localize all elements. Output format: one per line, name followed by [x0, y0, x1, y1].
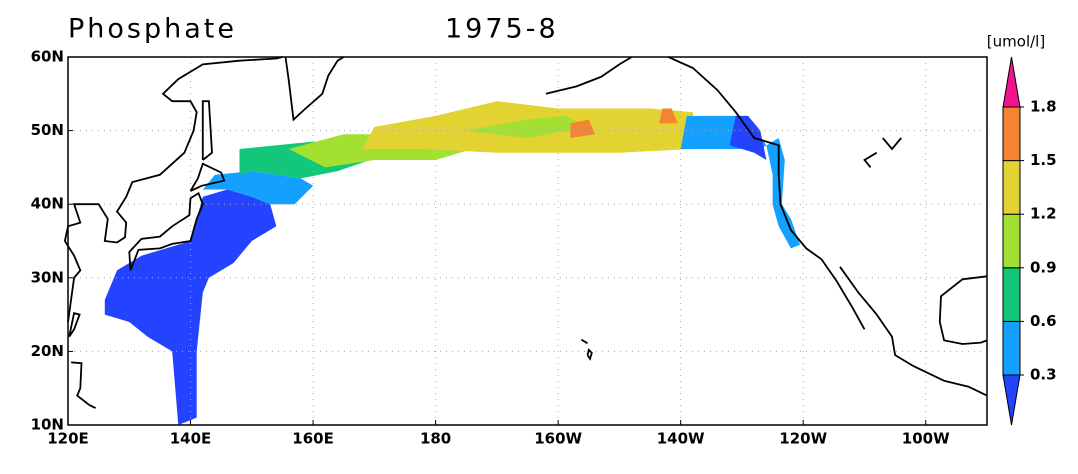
y-tick-label: 40N [31, 195, 64, 213]
x-tick-label: 120E [47, 430, 89, 448]
field-patch [104, 189, 277, 425]
plot-frame [67, 56, 988, 426]
coastline [668, 56, 866, 330]
coastline [201, 100, 213, 161]
colorbar-bin [1002, 106, 1021, 162]
title: Phosphate [68, 14, 237, 45]
coastline [284, 56, 345, 122]
colorbar-label: 0.3 [1030, 366, 1057, 384]
unit-label: [umol/l] [987, 33, 1045, 51]
coastline [545, 56, 633, 95]
colorbar: 0.3 0.6 0.9 1.2 1.5 1.8 [1002, 56, 1057, 426]
coastline [189, 162, 226, 192]
x-tick-label: 120W [779, 430, 827, 448]
coastline [63, 56, 283, 323]
coastline [68, 311, 81, 338]
y-tick-label: 20N [31, 342, 64, 360]
colorbar-label: 0.6 [1030, 312, 1057, 330]
y-tick-label: 30N [31, 268, 64, 286]
x-tick-label: 100W [902, 430, 950, 448]
coastline [586, 348, 593, 361]
colorbar-bin [1002, 267, 1021, 322]
colorbar-under [1002, 374, 1021, 426]
coastline [863, 151, 878, 168]
x-tick-label: 160W [534, 430, 582, 448]
coastline [71, 361, 96, 409]
data-field [104, 101, 801, 425]
x-tick-label: 140W [657, 430, 705, 448]
colorbar-bin [1002, 320, 1021, 376]
coastline [938, 275, 988, 345]
coastline [580, 338, 588, 345]
coastline [839, 266, 988, 397]
x-tick-label: 140E [170, 430, 212, 448]
colorbar-label: 1.5 [1030, 151, 1057, 169]
period: 1975-8 [445, 14, 559, 45]
grid [67, 56, 987, 426]
field-patch [729, 115, 767, 160]
y-tick-label: 50N [31, 121, 64, 139]
field-patch [466, 115, 589, 138]
colorbar-label: 1.8 [1030, 98, 1057, 116]
colorbar-bin [1002, 213, 1021, 269]
colorbar-label: 0.9 [1030, 258, 1057, 276]
field-patch [680, 115, 801, 249]
coastline [882, 137, 902, 151]
x-tick-label: 180 [420, 430, 451, 448]
colorbar-over [1002, 56, 1021, 108]
coastlines [63, 56, 988, 409]
field-patch [659, 108, 678, 124]
colorbar-bin [1002, 160, 1021, 215]
y-tick-label: 60N [31, 48, 64, 66]
y-tick-label: 10N [31, 416, 64, 434]
x-tick-label: 160E [292, 430, 334, 448]
field-patch [570, 119, 595, 138]
colorbar-label: 1.2 [1030, 205, 1057, 223]
field-patch [202, 171, 314, 205]
coastline [128, 191, 204, 271]
